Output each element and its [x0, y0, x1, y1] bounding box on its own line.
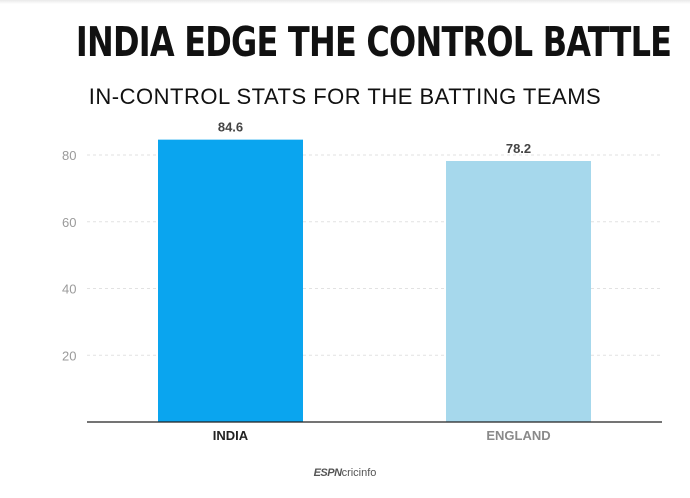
- data-label: 78.2: [506, 141, 531, 156]
- bar-india: [158, 139, 303, 422]
- chart-subtitle: IN-CONTROL STATS FOR THE BATTING TEAMS: [88, 84, 602, 109]
- chart-title: INDIA EDGE THE CONTROL BATTLE: [75, 18, 672, 66]
- y-tick-label: 80: [62, 148, 76, 163]
- y-tick-label: 40: [62, 282, 76, 297]
- espncricinfo-logo: ESPNcricinfo: [0, 467, 690, 479]
- data-label: 84.6: [218, 120, 243, 135]
- x-tick-label: INDIA: [213, 428, 249, 443]
- footer-brand-site: cricinfo: [341, 467, 377, 479]
- bar-england: [446, 161, 591, 422]
- y-tick-label: 20: [62, 348, 76, 363]
- x-tick-label: ENGLAND: [486, 428, 550, 443]
- top-shadow: [0, 0, 690, 4]
- footer-brand-espn: ESPN: [313, 467, 342, 479]
- y-tick-label: 60: [62, 215, 76, 230]
